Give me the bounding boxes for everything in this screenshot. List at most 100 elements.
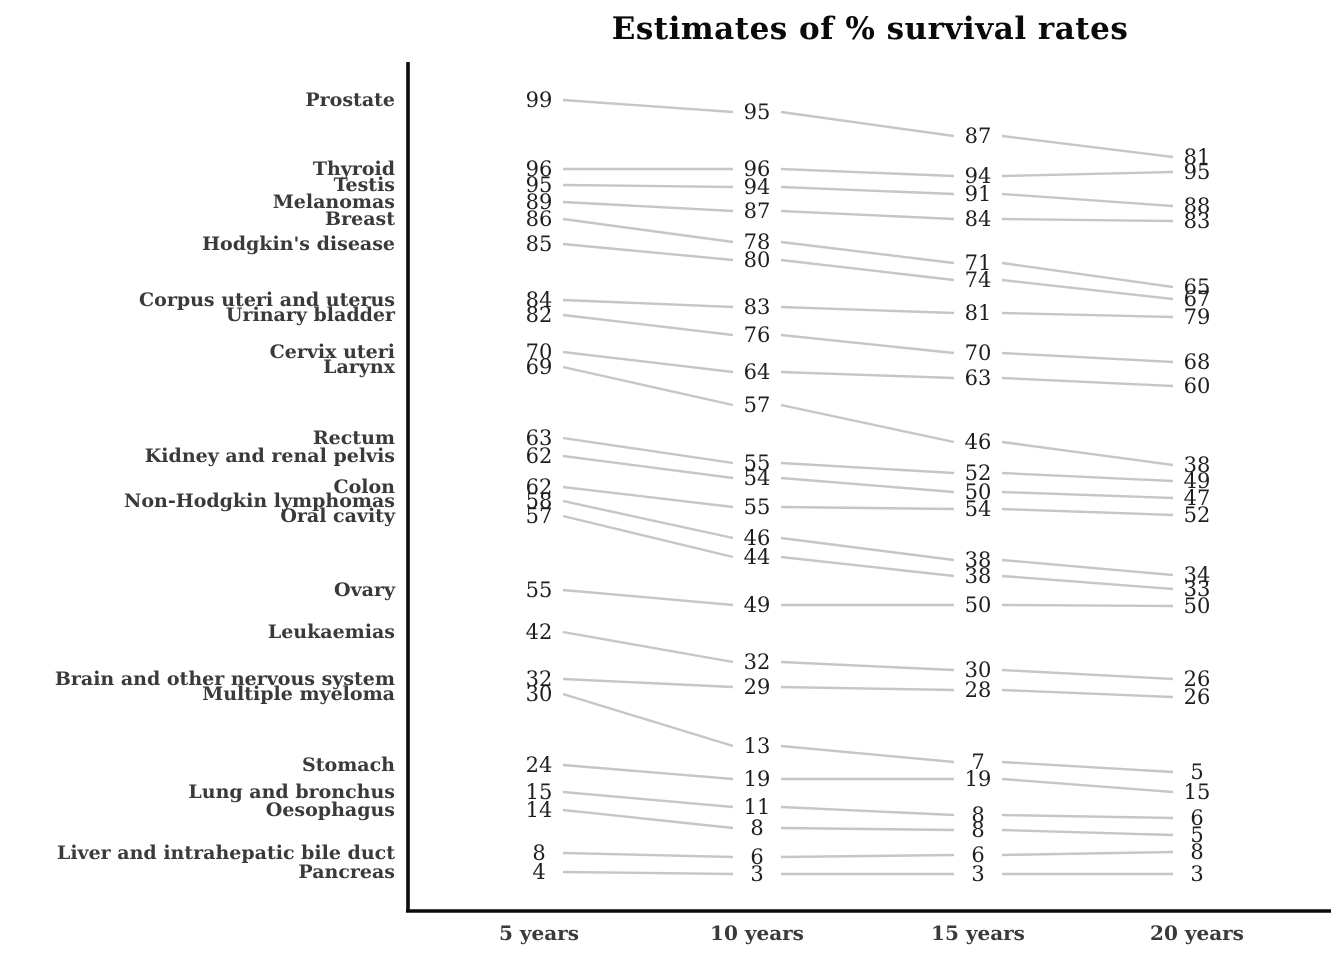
value-label: 63	[526, 426, 553, 450]
slope-line	[780, 853, 955, 859]
slope-line	[1001, 261, 1174, 289]
value-label: 8	[971, 818, 984, 842]
slope-line	[562, 365, 734, 407]
slope-line	[562, 485, 734, 509]
value-label: 83	[744, 295, 771, 319]
value-label: 3	[750, 862, 763, 886]
slope-line	[1001, 688, 1174, 699]
value-label: 79	[1184, 305, 1211, 329]
slope-line	[1001, 217, 1174, 223]
row-label: Urinary bladder	[226, 304, 396, 326]
value-label: 11	[744, 795, 771, 819]
slope-line	[1001, 170, 1174, 178]
row-label: Non-Hodgkin lymphomas	[124, 490, 395, 512]
value-label: 87	[965, 124, 992, 148]
slope-line	[780, 660, 955, 672]
row-label: Thyroid	[313, 158, 395, 180]
value-label: 62	[526, 475, 553, 499]
slope-line	[562, 242, 734, 262]
value-label: 7	[971, 750, 984, 774]
value-label: 8	[750, 816, 763, 840]
slope-line	[780, 826, 955, 832]
value-label: 50	[965, 480, 992, 504]
slope-line	[562, 692, 734, 748]
row-label: Stomach	[302, 754, 395, 776]
value-label: 6	[971, 843, 984, 867]
slope-line	[1001, 558, 1174, 577]
value-label: 69	[526, 355, 553, 379]
value-label: 65	[1184, 275, 1211, 299]
value-label: 3	[971, 862, 984, 886]
slope-line	[562, 870, 734, 876]
row-label: Kidney and renal pelvis	[145, 445, 395, 467]
x-axis-label: 10 years	[710, 921, 804, 945]
slope-line	[780, 333, 955, 355]
row-label: Breast	[325, 208, 395, 230]
value-label: 15	[526, 780, 553, 804]
value-label: 50	[1184, 594, 1211, 618]
value-label: 8	[532, 841, 545, 865]
slope-line	[562, 98, 734, 114]
chart-title: Estimates of % survival rates	[611, 11, 1129, 47]
value-label: 38	[965, 564, 992, 588]
slope-line	[780, 305, 955, 315]
slope-line	[1001, 828, 1174, 837]
value-label: 76	[744, 323, 771, 347]
row-label: Lung and bronchus	[188, 781, 395, 803]
row-label: Colon	[334, 476, 396, 498]
value-label: 95	[1184, 160, 1211, 184]
value-label: 50	[965, 593, 992, 617]
row-label: Oral cavity	[280, 505, 396, 527]
slope-line	[562, 499, 734, 540]
slope-line	[562, 200, 734, 213]
value-label: 8	[1190, 840, 1203, 864]
row-label: Corpus uteri and uterus	[139, 289, 395, 311]
slope-line	[1001, 376, 1174, 388]
slope-line	[1001, 760, 1174, 774]
value-label: 57	[526, 504, 553, 528]
slope-line	[1001, 603, 1174, 608]
value-label: 95	[744, 100, 771, 124]
slope-line	[1001, 311, 1174, 319]
row-label: Testis	[334, 174, 395, 196]
value-label: 89	[526, 190, 553, 214]
slope-line	[780, 536, 955, 562]
value-label: 13	[744, 734, 771, 758]
value-label: 80	[744, 248, 771, 272]
slope-line	[780, 403, 955, 444]
slope-line	[780, 805, 955, 817]
slope-line	[780, 167, 955, 178]
value-label: 3	[1190, 862, 1203, 886]
slope-line	[562, 183, 734, 189]
value-label: 78	[744, 230, 771, 254]
slope-line	[780, 505, 955, 511]
value-label: 5	[1190, 760, 1203, 784]
value-label: 81	[1184, 145, 1211, 169]
value-label: 38	[1184, 453, 1211, 477]
slope-line	[1001, 507, 1174, 517]
value-label: 49	[1184, 469, 1211, 493]
slope-line	[562, 217, 734, 244]
value-label: 5	[1190, 823, 1203, 847]
slope-line	[780, 370, 955, 380]
slope-line	[562, 514, 734, 559]
slope-line	[562, 763, 734, 781]
value-label: 33	[1184, 577, 1211, 601]
value-label: 91	[965, 182, 992, 206]
value-label: 34	[1184, 563, 1211, 587]
row-label: Larynx	[323, 356, 396, 378]
slope-line	[562, 436, 734, 465]
slope-line	[562, 790, 734, 809]
value-label: 87	[744, 199, 771, 223]
slope-line	[1001, 278, 1174, 301]
value-label: 19	[744, 767, 771, 791]
row-label: Oesophagus	[266, 799, 395, 821]
value-label: 8	[971, 803, 984, 827]
x-axis-label: 5 years	[499, 921, 579, 945]
row-label: Leukaemias	[268, 621, 395, 643]
slope-line	[780, 744, 955, 764]
row-label: Hodgkin's disease	[202, 233, 395, 255]
value-label: 42	[526, 620, 553, 644]
value-label: 4	[532, 860, 545, 884]
row-label: Liver and intrahepatic bile duct	[57, 842, 395, 864]
